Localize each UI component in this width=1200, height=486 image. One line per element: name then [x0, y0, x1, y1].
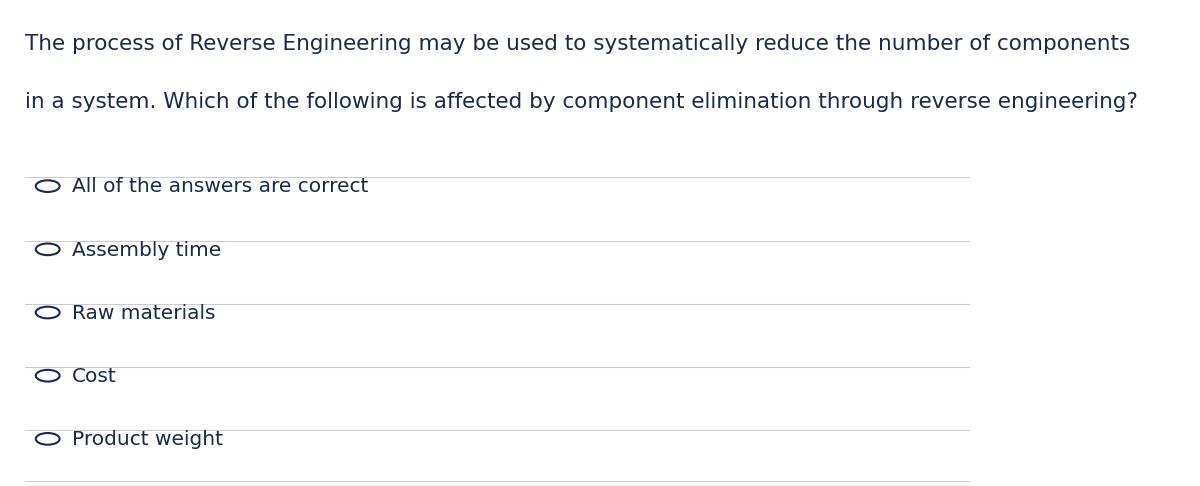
- Text: Raw materials: Raw materials: [72, 304, 215, 323]
- Text: Assembly time: Assembly time: [72, 241, 221, 260]
- Text: Cost: Cost: [72, 367, 116, 386]
- Text: in a system. Which of the following is affected by component elimination through: in a system. Which of the following is a…: [25, 92, 1138, 112]
- Text: The process of Reverse Engineering may be used to systematically reduce the numb: The process of Reverse Engineering may b…: [25, 34, 1130, 54]
- Text: Product weight: Product weight: [72, 430, 222, 449]
- Text: All of the answers are correct: All of the answers are correct: [72, 177, 368, 196]
